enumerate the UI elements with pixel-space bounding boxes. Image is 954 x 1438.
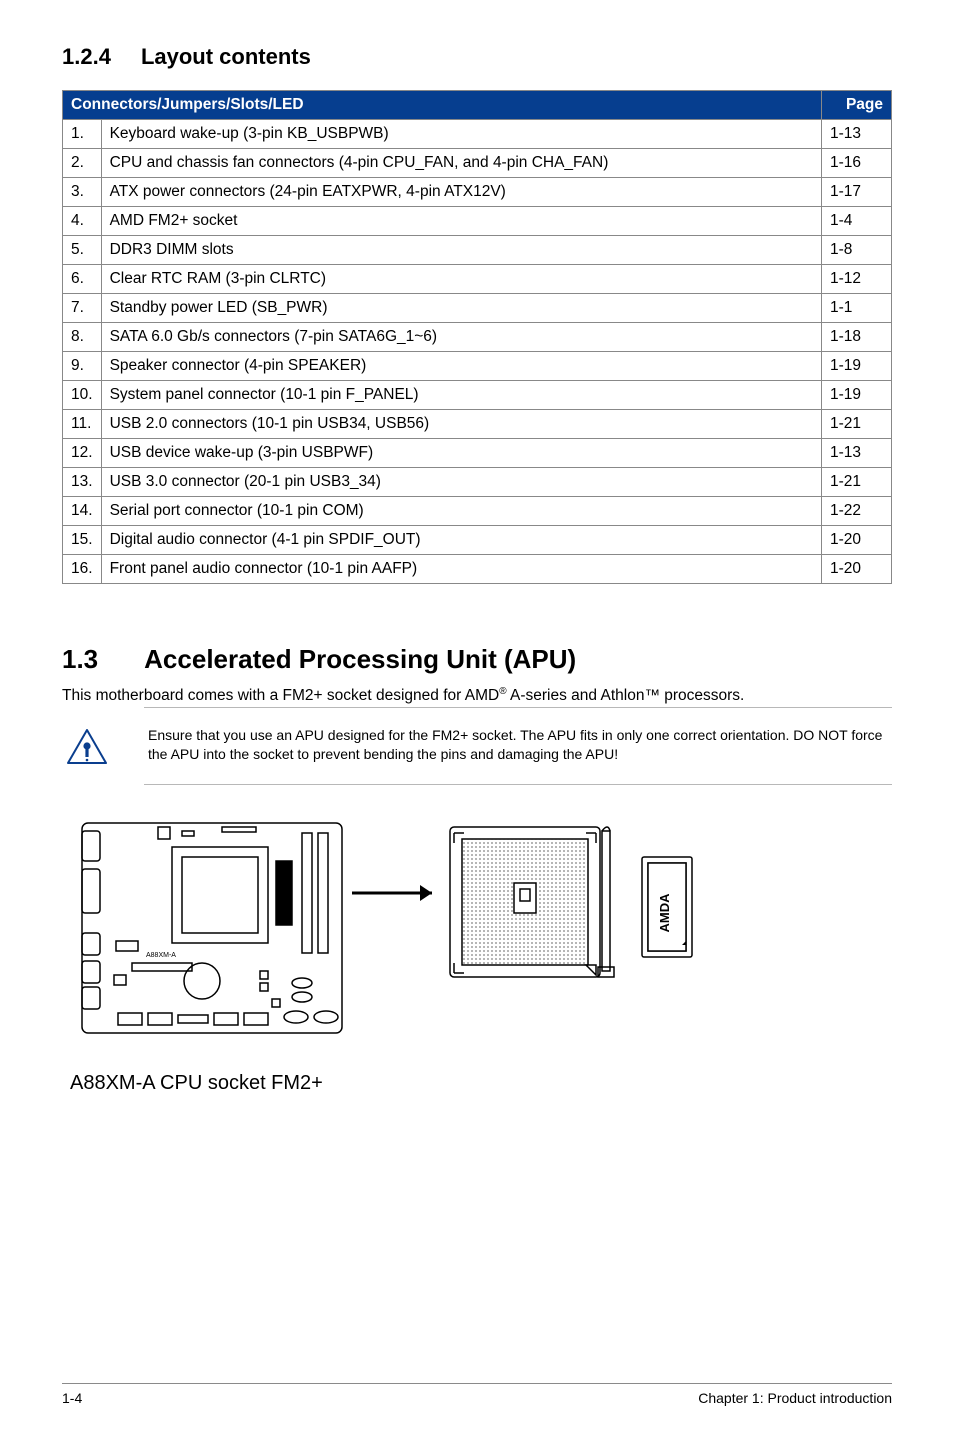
section-number: 1.3	[62, 644, 98, 675]
row-desc: USB 2.0 connectors (10-1 pin USB34, USB5…	[101, 410, 821, 439]
row-page: 1-20	[822, 555, 892, 584]
table-row: 16.Front panel audio connector (10-1 pin…	[63, 555, 892, 584]
row-desc: Standby power LED (SB_PWR)	[101, 294, 821, 323]
table-row: 12.USB device wake-up (3-pin USBPWF)1-13	[63, 439, 892, 468]
note-separator-bottom	[144, 784, 892, 785]
row-desc: CPU and chassis fan connectors (4-pin CP…	[101, 149, 821, 178]
row-page: 1-19	[822, 352, 892, 381]
intro-text-post: A-series and Athlon™ processors.	[507, 687, 745, 704]
table-header-left: Connectors/Jumpers/Slots/LED	[63, 91, 822, 120]
row-page: 1-13	[822, 439, 892, 468]
section-title: Layout contents	[141, 44, 311, 69]
row-index: 11.	[63, 410, 102, 439]
row-index: 14.	[63, 497, 102, 526]
cpu-socket-diagram: A88XM-A AMDA	[62, 813, 892, 1095]
note-separator-top	[144, 707, 892, 708]
table-header-right: Page	[822, 91, 892, 120]
table-row: 9.Speaker connector (4-pin SPEAKER)1-19	[63, 352, 892, 381]
row-desc: Clear RTC RAM (3-pin CLRTC)	[101, 265, 821, 294]
row-page: 1-18	[822, 323, 892, 352]
footer-chapter: Chapter 1: Product introduction	[698, 1390, 892, 1406]
row-page: 1-12	[822, 265, 892, 294]
warning-text: Ensure that you use an APU designed for …	[148, 726, 892, 764]
row-page: 1-19	[822, 381, 892, 410]
page-footer: 1-4 Chapter 1: Product introduction	[62, 1383, 892, 1406]
table-row: 7.Standby power LED (SB_PWR)1-1	[63, 294, 892, 323]
table-row: 2.CPU and chassis fan connectors (4-pin …	[63, 149, 892, 178]
row-desc: Speaker connector (4-pin SPEAKER)	[101, 352, 821, 381]
row-desc: AMD FM2+ socket	[101, 207, 821, 236]
row-index: 2.	[63, 149, 102, 178]
table-row: 3.ATX power connectors (24-pin EATXPWR, …	[63, 178, 892, 207]
row-page: 1-1	[822, 294, 892, 323]
row-desc: Serial port connector (10-1 pin COM)	[101, 497, 821, 526]
footer-page-number: 1-4	[62, 1390, 82, 1406]
row-page: 1-22	[822, 497, 892, 526]
table-row: 11.USB 2.0 connectors (10-1 pin USB34, U…	[63, 410, 892, 439]
section-1-3-heading: 1.3 Accelerated Processing Unit (APU)	[62, 644, 892, 675]
section13-intro: This motherboard comes with a FM2+ socke…	[62, 685, 892, 707]
row-page: 1-20	[822, 526, 892, 555]
row-index: 15.	[63, 526, 102, 555]
row-index: 13.	[63, 468, 102, 497]
row-index: 4.	[63, 207, 102, 236]
row-page: 1-21	[822, 410, 892, 439]
table-row: 5.DDR3 DIMM slots1-8	[63, 236, 892, 265]
row-index: 3.	[63, 178, 102, 207]
row-index: 8.	[63, 323, 102, 352]
row-desc: Digital audio connector (4-1 pin SPDIF_O…	[101, 526, 821, 555]
warning-icon	[66, 728, 108, 766]
row-desc: DDR3 DIMM slots	[101, 236, 821, 265]
row-index: 12.	[63, 439, 102, 468]
row-index: 1.	[63, 120, 102, 149]
diagram-svg: A88XM-A AMDA	[62, 813, 702, 1059]
row-index: 16.	[63, 555, 102, 584]
row-desc: Front panel audio connector (10-1 pin AA…	[101, 555, 821, 584]
table-row: 8.SATA 6.0 Gb/s connectors (7-pin SATA6G…	[63, 323, 892, 352]
row-page: 1-4	[822, 207, 892, 236]
table-row: 15.Digital audio connector (4-1 pin SPDI…	[63, 526, 892, 555]
table-row: 13.USB 3.0 connector (20-1 pin USB3_34)1…	[63, 468, 892, 497]
row-index: 9.	[63, 352, 102, 381]
svg-text:A88XM-A: A88XM-A	[146, 952, 176, 959]
row-desc: USB 3.0 connector (20-1 pin USB3_34)	[101, 468, 821, 497]
table-row: 1.Keyboard wake-up (3-pin KB_USBPWB)1-13	[63, 120, 892, 149]
diagram-caption: A88XM-A CPU socket FM2+	[70, 1072, 892, 1095]
table-row: 10.System panel connector (10-1 pin F_PA…	[63, 381, 892, 410]
table-row: 14.Serial port connector (10-1 pin COM)1…	[63, 497, 892, 526]
intro-reg-mark: ®	[499, 686, 506, 697]
amd-label: AMDA	[657, 893, 672, 933]
row-desc: Keyboard wake-up (3-pin KB_USBPWB)	[101, 120, 821, 149]
row-desc: USB device wake-up (3-pin USBPWF)	[101, 439, 821, 468]
table-row: 6.Clear RTC RAM (3-pin CLRTC)1-12	[63, 265, 892, 294]
row-desc: System panel connector (10-1 pin F_PANEL…	[101, 381, 821, 410]
table-row: 4.AMD FM2+ socket1-4	[63, 207, 892, 236]
intro-text-pre: This motherboard comes with a FM2+ socke…	[62, 687, 499, 704]
row-desc: SATA 6.0 Gb/s connectors (7-pin SATA6G_1…	[101, 323, 821, 352]
row-desc: ATX power connectors (24-pin EATXPWR, 4-…	[101, 178, 821, 207]
section-number: 1.2.4	[62, 44, 111, 70]
row-page: 1-16	[822, 149, 892, 178]
row-index: 6.	[63, 265, 102, 294]
warning-note: Ensure that you use an APU designed for …	[62, 726, 892, 766]
section-title: Accelerated Processing Unit (APU)	[144, 644, 576, 674]
connectors-table: Connectors/Jumpers/Slots/LED Page 1.Keyb…	[62, 90, 892, 584]
row-page: 1-13	[822, 120, 892, 149]
section-1-2-4-heading: 1.2.4 Layout contents	[62, 44, 892, 70]
row-index: 5.	[63, 236, 102, 265]
row-index: 10.	[63, 381, 102, 410]
row-page: 1-8	[822, 236, 892, 265]
row-page: 1-21	[822, 468, 892, 497]
row-page: 1-17	[822, 178, 892, 207]
row-index: 7.	[63, 294, 102, 323]
